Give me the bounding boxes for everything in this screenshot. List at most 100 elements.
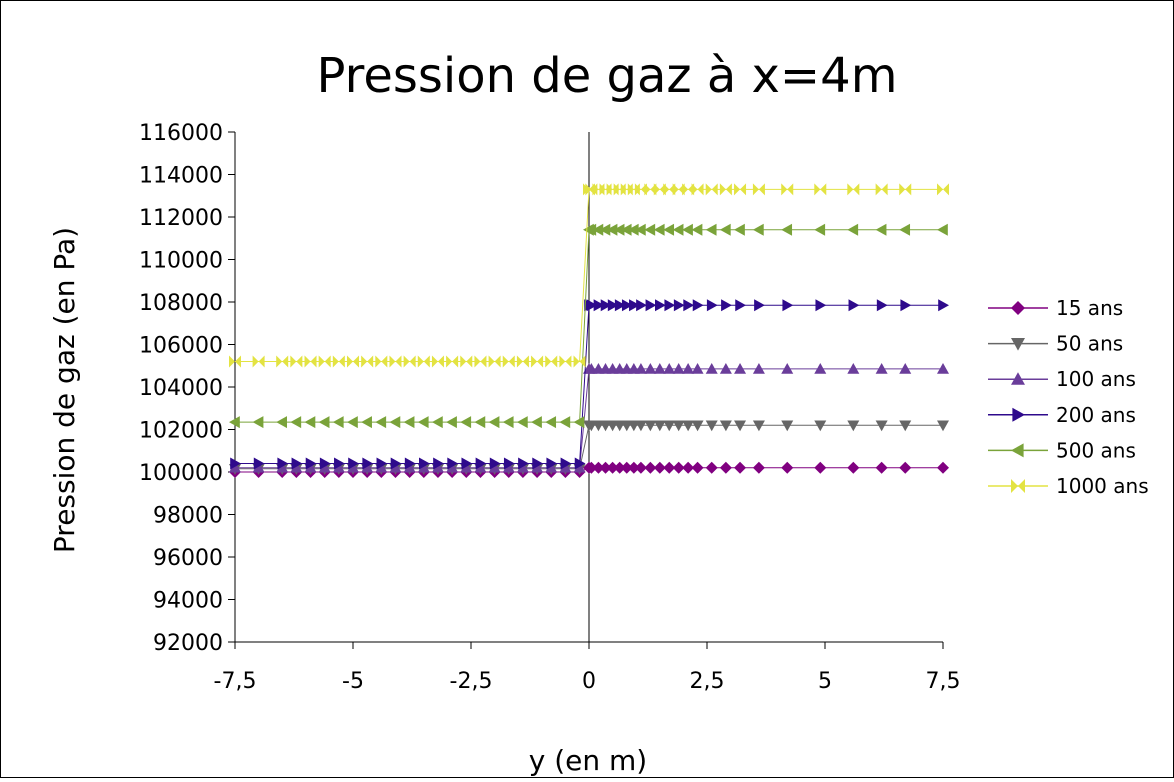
data-point — [318, 461, 331, 473]
data-point — [503, 457, 515, 470]
data-point — [332, 355, 345, 368]
data-point — [937, 461, 949, 474]
data-point — [663, 223, 675, 236]
data-point — [644, 420, 657, 432]
data-point — [560, 457, 572, 470]
data-point — [644, 461, 657, 474]
data-point — [531, 355, 544, 368]
data-point — [655, 299, 666, 312]
data-point — [653, 420, 666, 432]
y-tick-label: 110000 — [139, 249, 223, 274]
data-point — [814, 362, 827, 374]
data-point — [531, 416, 542, 429]
data-point — [937, 420, 949, 432]
x-tick-label: -5 — [342, 669, 364, 694]
data-point — [599, 223, 611, 236]
data-point — [634, 223, 646, 236]
data-point — [489, 457, 501, 470]
data-point — [875, 461, 888, 474]
legend-marker — [1012, 407, 1025, 422]
data-point — [488, 355, 501, 368]
data-point — [474, 461, 487, 473]
data-point — [475, 457, 487, 470]
data-point — [559, 416, 571, 429]
data-point — [705, 183, 718, 196]
data-point — [516, 416, 528, 429]
data-point — [899, 461, 912, 474]
data-point — [389, 461, 402, 473]
data-point — [782, 299, 794, 312]
data-point — [691, 420, 704, 432]
data-point — [634, 461, 647, 474]
series-500-ans — [229, 223, 948, 429]
data-point — [488, 416, 500, 429]
data-point — [573, 355, 586, 368]
data-point — [419, 457, 430, 470]
data-point — [734, 223, 745, 236]
data-point — [332, 416, 344, 429]
data-point — [592, 461, 605, 474]
data-point — [531, 461, 544, 473]
data-point — [673, 299, 685, 312]
data-point — [634, 183, 647, 196]
data-point — [488, 461, 501, 473]
data-point — [682, 183, 695, 196]
data-point — [719, 461, 732, 474]
data-point — [682, 461, 695, 474]
data-point — [692, 299, 704, 312]
data-point — [574, 457, 586, 470]
data-point — [875, 362, 888, 374]
data-point — [417, 461, 430, 473]
plot-layer — [229, 183, 949, 478]
data-point — [417, 355, 430, 368]
data-point — [516, 355, 529, 368]
data-point — [332, 461, 345, 473]
legend-label: 200 ans — [1056, 403, 1136, 427]
data-point — [847, 183, 860, 196]
data-point — [719, 183, 732, 196]
data-point — [433, 457, 444, 470]
data-point — [606, 461, 619, 474]
data-point — [361, 416, 372, 429]
data-point — [613, 223, 625, 236]
data-point — [545, 355, 558, 368]
legend-marker — [1011, 372, 1025, 385]
data-point — [229, 416, 240, 429]
data-point — [502, 416, 514, 429]
data-point — [672, 420, 685, 432]
data-point — [781, 461, 794, 474]
data-point — [621, 299, 633, 312]
data-point — [347, 355, 359, 368]
axes-layer: 92000 94000 96000 98000 100000 102000 104000 10… — [139, 121, 960, 694]
data-point — [347, 416, 358, 429]
data-point — [460, 416, 472, 429]
data-point — [938, 299, 949, 312]
data-point — [614, 299, 626, 312]
series-100-ans — [229, 362, 949, 473]
data-point — [474, 355, 487, 368]
data-point — [627, 223, 639, 236]
data-point — [230, 457, 241, 470]
data-point — [663, 183, 676, 196]
data-point — [276, 355, 289, 368]
data-point — [634, 420, 647, 432]
data-point — [305, 457, 317, 470]
data-point — [573, 461, 586, 473]
data-point — [318, 355, 331, 368]
data-point — [290, 461, 303, 473]
legend: 15 ans 50 ans 100 ans 200 ans 500 ans 1000 an… — [988, 296, 1149, 498]
data-point — [706, 299, 718, 312]
y-tick-label: 104000 — [139, 376, 223, 401]
data-point — [253, 457, 265, 470]
y-tick-label: 106000 — [139, 334, 223, 359]
data-point — [781, 362, 794, 374]
data-point — [334, 457, 345, 470]
y-tick-label: 108000 — [139, 291, 223, 316]
data-point — [627, 461, 640, 474]
data-point — [431, 461, 444, 473]
x-tick-label: -7,5 — [214, 669, 257, 694]
data-point — [545, 416, 557, 429]
data-point — [664, 299, 676, 312]
data-point — [691, 183, 704, 196]
